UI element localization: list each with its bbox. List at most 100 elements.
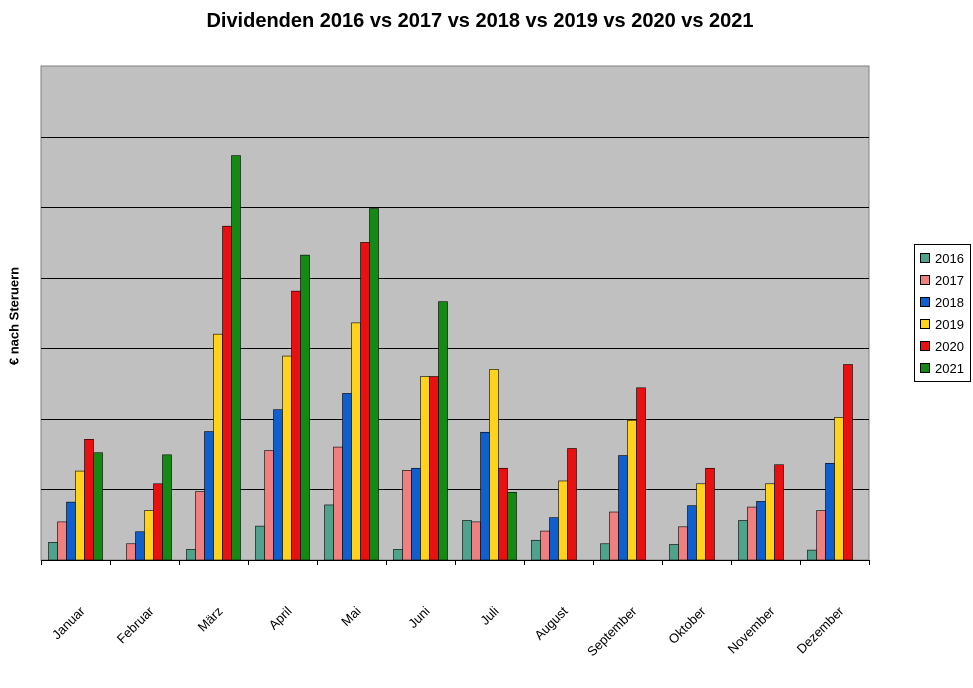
bar-2019-Mai: [351, 322, 361, 561]
bar-2020-Oktober: [705, 467, 715, 561]
legend-label: 2021: [935, 360, 964, 376]
bar-2019-Februar: [144, 510, 154, 561]
bar-2016-Oktober: [669, 544, 679, 561]
bar-2021-Juni: [438, 301, 448, 561]
legend-item: 2021: [915, 357, 970, 379]
legend-item: 2016: [915, 247, 970, 269]
bar-2016-August: [531, 539, 541, 561]
category-labels: Januar Februar März April Mai Juni Juli August S…: [49, 603, 847, 659]
legend-label: 2018: [935, 294, 964, 310]
bar-2016-Januar: [48, 542, 58, 561]
legend-item: 2017: [915, 269, 970, 291]
category-label: Juli: [477, 603, 501, 627]
bar-2018-Dezember: [825, 463, 835, 561]
category-label: August: [531, 603, 570, 642]
bar-2016-November: [738, 520, 748, 561]
bar-2019-September: [627, 419, 637, 561]
bar-2019-Juni: [420, 376, 430, 561]
category-label: Februar: [114, 603, 157, 646]
bar-2017-Juni: [402, 470, 412, 561]
bar-2017-September: [609, 511, 619, 561]
bar-2017-April: [264, 450, 274, 561]
bar-2017-Oktober: [678, 526, 688, 561]
category-label: Oktober: [665, 603, 709, 647]
bar-2018-März: [204, 431, 214, 561]
bar-2020-Januar: [84, 439, 94, 561]
bar-2019-März: [213, 333, 223, 561]
bar-2020-April: [291, 290, 301, 561]
bar-2019-August: [558, 480, 568, 561]
legend-swatch: [920, 363, 930, 373]
chart-title: Dividenden 2016 vs 2017 vs 2018 vs 2019 …: [206, 10, 754, 32]
bar-2018-August: [549, 517, 559, 561]
bar-2021-Februar: [162, 454, 172, 561]
bar-2016-März: [186, 549, 196, 561]
bar-2021-Mai: [369, 208, 379, 561]
bar-2019-Januar: [75, 470, 85, 561]
bar-2017-August: [540, 530, 550, 561]
bar-2019-Dezember: [834, 417, 844, 561]
legend-item: 2018: [915, 291, 970, 313]
bar-2019-April: [282, 355, 292, 561]
bar-2016-Juni: [393, 549, 403, 561]
bar-2018-Februar: [135, 531, 145, 561]
legend-label: 2019: [935, 316, 964, 332]
bar-2020-Mai: [360, 242, 370, 561]
bars: [48, 155, 853, 561]
category-label: November: [725, 603, 778, 656]
bar-2020-Juni: [429, 376, 439, 561]
bar-2021-Juli: [507, 491, 517, 561]
legend-swatch: [920, 297, 930, 307]
category-label: März: [195, 604, 226, 635]
bar-2016-September: [600, 543, 610, 561]
bar-2020-Dezember: [843, 364, 853, 561]
category-label: Dezember: [794, 603, 847, 656]
category-label: Mai: [338, 603, 363, 628]
bar-2018-April: [273, 409, 283, 561]
bar-2017-Juli: [471, 521, 481, 561]
legend-item: 2020: [915, 335, 970, 357]
bar-2017-Mai: [333, 446, 343, 561]
bar-2016-Juli: [462, 520, 472, 561]
bar-2021-März: [231, 155, 241, 561]
bar-2017-Dezember: [816, 510, 826, 561]
bar-2018-Januar: [66, 501, 76, 561]
bar-2020-September: [636, 387, 646, 561]
bar-2021-April: [300, 254, 310, 561]
category-label: Januar: [49, 603, 88, 642]
plot-area: [40, 65, 870, 561]
bar-2020-August: [567, 448, 577, 561]
bar-2019-Juli: [489, 369, 499, 561]
category-label: April: [266, 603, 295, 632]
bar-2018-Juli: [480, 431, 490, 561]
legend-swatch: [920, 275, 930, 285]
bar-2019-November: [765, 483, 775, 561]
bar-2020-März: [222, 225, 232, 561]
bar-2020-November: [774, 464, 784, 561]
bar-2021-Januar: [93, 452, 103, 561]
category-label: Juni: [405, 603, 433, 631]
legend-item: 2019: [915, 313, 970, 335]
bar-2020-Februar: [153, 483, 163, 561]
legend-label: 2017: [935, 272, 964, 288]
plot-background: [40, 65, 870, 561]
bar-2020-Juli: [498, 467, 508, 561]
bar-2017-Januar: [57, 521, 67, 561]
legend-swatch: [920, 341, 930, 351]
bar-2017-März: [195, 491, 205, 561]
legend-label: 2020: [935, 338, 964, 354]
bar-2017-Februar: [126, 543, 136, 561]
gridlines: [41, 137, 869, 490]
bar-2016-April: [255, 525, 265, 561]
x-axis: [41, 560, 870, 565]
legend-swatch: [920, 253, 930, 263]
bar-2018-Oktober: [687, 505, 697, 561]
legend: 2016 2017 2018 2019 2020 2021: [914, 244, 971, 382]
legend-label: 2016: [935, 250, 964, 266]
bar-2017-November: [747, 506, 757, 561]
bar-2018-September: [618, 455, 628, 561]
bar-2016-Mai: [324, 504, 334, 561]
bar-2018-Juni: [411, 467, 421, 561]
bar-2018-November: [756, 501, 766, 561]
